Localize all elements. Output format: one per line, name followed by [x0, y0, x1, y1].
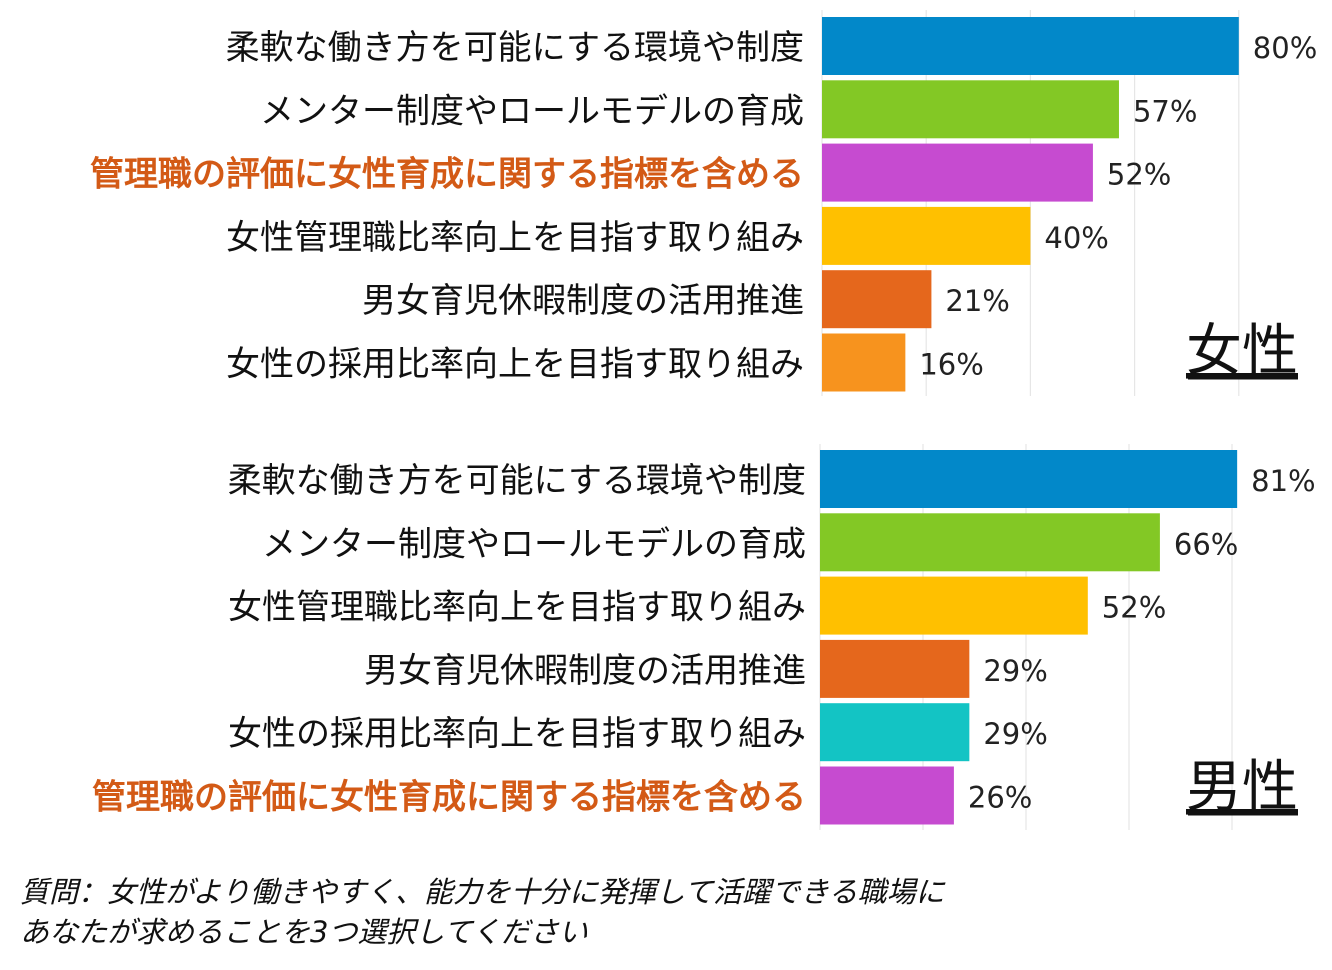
bar-men-1 — [820, 450, 1238, 508]
category-label-women-6: 女性の採用比率向上を目指す取り組み — [226, 345, 804, 385]
category-label-men-2: メンター制度やロールモデルの育成 — [262, 524, 806, 564]
category-label-men-5: 女性の採用比率向上を目指す取り組み — [228, 714, 806, 754]
bar-women-2 — [822, 80, 1119, 139]
category-label-men-3: 女性管理職比率向上を目指す取り組み — [228, 588, 806, 628]
bar-men-4 — [820, 639, 970, 698]
category-label-women-4: 女性管理職比率向上を目指す取り組み — [226, 218, 804, 258]
bar-women-4 — [822, 206, 1031, 265]
footnote-line-2: あなたが求めることを3つ選択してください — [20, 915, 588, 949]
value-label-women-6: 16% — [919, 348, 983, 382]
category-label-men-1: 柔軟な働き方を可能にする環境や制度 — [228, 461, 806, 501]
value-label-men-6: 26% — [968, 781, 1032, 815]
bar-women-1 — [822, 17, 1239, 75]
panel-label-women: 女性 — [1186, 319, 1298, 384]
bar-women-3 — [822, 143, 1093, 202]
value-label-women-3: 52% — [1107, 158, 1171, 192]
category-label-women-1: 柔軟な働き方を可能にする環境や制度 — [226, 28, 804, 68]
value-label-men-2: 66% — [1174, 527, 1238, 561]
value-label-men-4: 29% — [983, 654, 1047, 688]
category-label-women-2: メンター制度やロールモデルの育成 — [260, 91, 804, 131]
category-label-men-4: 男女育児休暇制度の活用推進 — [364, 651, 806, 691]
value-label-men-5: 29% — [983, 717, 1047, 751]
footnote-line-1: 質問：女性がより働きやすく、能力を十分に発揮して活躍できる職場に — [20, 875, 945, 909]
panel-label-men: 男性 — [1186, 755, 1298, 820]
bar-men-5 — [820, 703, 970, 762]
category-label-women-3: 管理職の評価に女性育成に関する指標を含める — [90, 155, 804, 195]
value-label-women-5: 21% — [945, 284, 1009, 318]
bar-chart-panels: 柔軟な働き方を可能にする環境や制度 80% メンター制度やロールモデルの育成 57% 管… — [90, 10, 1317, 830]
value-label-men-3: 52% — [1102, 591, 1166, 625]
value-label-men-1: 81% — [1251, 464, 1315, 498]
bar-men-6 — [820, 766, 954, 825]
bar-men-3 — [820, 576, 1088, 635]
value-label-women-2: 57% — [1133, 94, 1197, 128]
category-label-women-5: 男女育児休暇制度の活用推進 — [362, 281, 804, 321]
survey-question-footnote: 質問：女性がより働きやすく、能力を十分に発揮して活躍できる職場に あなたが求める… — [20, 872, 1020, 952]
bar-women-6 — [822, 333, 906, 392]
bar-women-5 — [822, 270, 932, 329]
category-label-men-6: 管理職の評価に女性育成に関する指標を含める — [92, 778, 806, 818]
value-label-women-1: 80% — [1253, 31, 1317, 65]
value-label-women-4: 40% — [1044, 221, 1108, 255]
bar-men-2 — [820, 513, 1160, 572]
